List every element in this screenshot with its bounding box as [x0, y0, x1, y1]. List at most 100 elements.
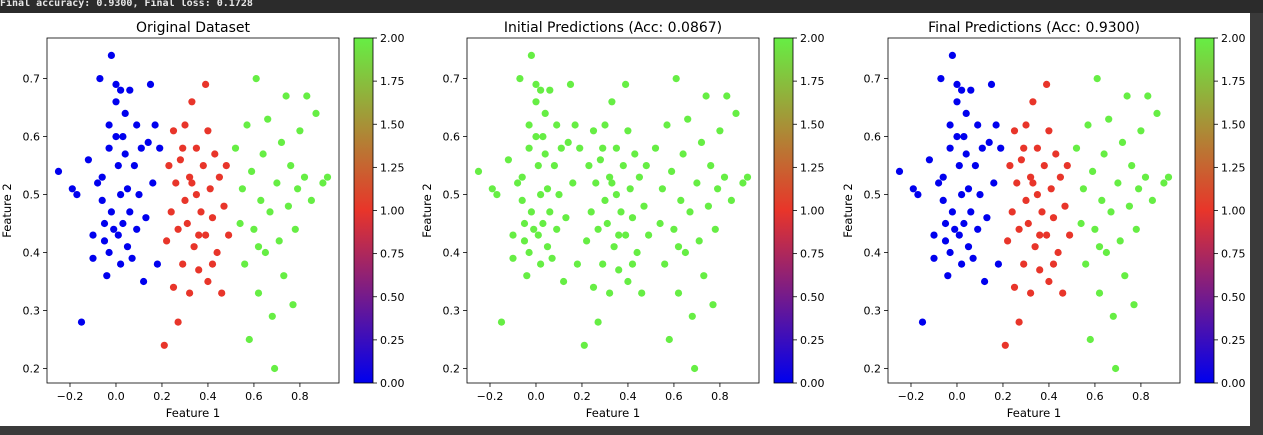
data-point — [985, 138, 993, 146]
data-point — [236, 219, 244, 228]
data-point — [188, 179, 196, 187]
data-point — [1036, 266, 1044, 274]
data-point — [743, 173, 752, 181]
data-point — [1045, 277, 1053, 286]
data-point — [130, 162, 138, 170]
colorbar-tick-label: 1.00 — [800, 205, 825, 218]
x-tick-label: 0.2 — [573, 390, 591, 403]
axes-frame — [887, 37, 1181, 384]
data-point — [537, 191, 545, 199]
data-point — [163, 237, 171, 245]
data-point — [606, 173, 614, 181]
data-point — [516, 75, 524, 83]
data-point — [606, 289, 614, 297]
data-point — [181, 196, 189, 204]
data-point — [624, 127, 632, 135]
data-point — [1164, 173, 1173, 181]
data-point — [688, 312, 696, 320]
data-point — [271, 364, 279, 373]
data-point — [1047, 185, 1055, 193]
x-tick-label: 0.4 — [619, 390, 637, 403]
data-point — [1121, 272, 1129, 280]
data-point — [953, 98, 961, 106]
data-point — [918, 318, 927, 326]
data-point — [114, 162, 122, 170]
scrollbar-track[interactable] — [1250, 13, 1263, 426]
data-point — [287, 162, 295, 170]
data-point — [594, 225, 602, 233]
data-point — [603, 219, 611, 228]
data-point — [156, 144, 164, 152]
data-point — [520, 219, 529, 228]
data-point — [955, 231, 963, 239]
data-point — [252, 75, 260, 83]
data-point — [962, 109, 970, 117]
data-point — [1043, 80, 1051, 88]
x-tick-label: −0.2 — [57, 390, 84, 403]
colorbar-tick-label: 0.00 — [380, 377, 405, 390]
x-tick-label: 0.6 — [665, 390, 683, 403]
y-axis-label: Feature 2 — [841, 183, 855, 237]
data-point — [1107, 208, 1115, 216]
data-point — [525, 248, 533, 257]
y-tick-label: 0.6 — [864, 131, 882, 144]
data-point — [518, 196, 526, 204]
data-point — [732, 109, 740, 117]
data-point — [1109, 312, 1117, 320]
data-point — [273, 179, 281, 187]
data-point — [1015, 318, 1023, 326]
data-point — [527, 51, 536, 60]
data-point — [208, 260, 217, 268]
data-point — [967, 208, 975, 216]
data-point — [133, 225, 141, 233]
data-point — [1135, 185, 1143, 193]
data-point — [121, 109, 129, 117]
data-point — [1130, 301, 1138, 309]
data-point — [140, 277, 148, 286]
data-point — [206, 185, 214, 193]
data-point — [589, 283, 598, 291]
data-point — [1049, 260, 1058, 268]
data-point — [585, 162, 593, 170]
data-point — [661, 260, 669, 268]
data-point — [964, 243, 973, 251]
data-point — [534, 162, 542, 170]
data-point — [110, 225, 118, 233]
data-point — [944, 272, 952, 280]
data-point — [119, 219, 127, 228]
x-tick-label: 0.0 — [948, 390, 966, 403]
data-point — [543, 185, 552, 193]
data-point — [939, 196, 947, 204]
x-tick-label: 0.2 — [994, 390, 1012, 403]
x-tick-label: 0.8 — [1132, 390, 1150, 403]
data-point — [628, 260, 637, 268]
data-point — [1059, 289, 1067, 297]
data-point — [539, 219, 547, 228]
data-point — [612, 144, 621, 152]
colorbar-tick-label: 1.75 — [380, 75, 405, 88]
data-point — [291, 225, 299, 233]
data-point — [1100, 150, 1108, 158]
data-point — [1056, 173, 1064, 181]
data-point — [994, 260, 1003, 268]
data-point — [1036, 231, 1044, 239]
data-point — [539, 133, 547, 141]
data-point — [560, 277, 568, 286]
data-point — [266, 208, 274, 216]
data-point — [1112, 364, 1120, 373]
data-point — [946, 121, 954, 129]
data-point — [294, 185, 302, 193]
data-point — [674, 289, 683, 297]
data-point — [197, 208, 205, 216]
bottom-bar — [0, 426, 1263, 435]
data-point — [622, 80, 630, 88]
data-point — [1027, 173, 1035, 181]
colorbar-tick-label: 1.25 — [1221, 161, 1246, 174]
data-point — [1093, 75, 1101, 83]
data-point — [195, 231, 203, 239]
data-point — [1020, 144, 1028, 152]
data-point — [89, 254, 97, 262]
data-point — [488, 185, 496, 193]
axes-frame — [46, 37, 340, 384]
data-point — [674, 243, 683, 251]
